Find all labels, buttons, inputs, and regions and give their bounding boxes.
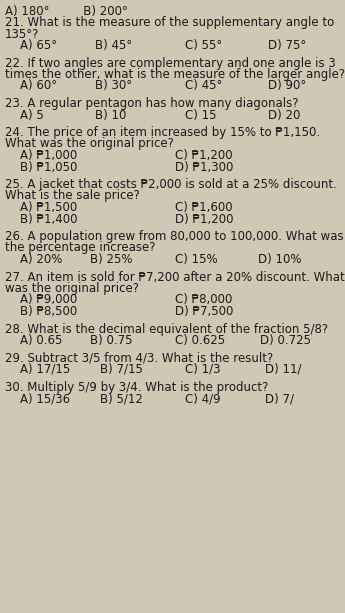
Text: D) ₱1,200: D) ₱1,200	[175, 213, 234, 226]
Text: A) 5: A) 5	[20, 109, 44, 121]
Text: 26. A population grew from 80,000 to 100,000. What was: 26. A population grew from 80,000 to 100…	[5, 230, 344, 243]
Text: B) 0.75: B) 0.75	[90, 334, 132, 347]
Text: What was the original price?: What was the original price?	[5, 137, 174, 151]
Text: D) 75°: D) 75°	[268, 39, 306, 52]
Text: A) ₱1,000: A) ₱1,000	[20, 149, 77, 162]
Text: 27. An item is sold for ₱7,200 after a 20% discount. What: 27. An item is sold for ₱7,200 after a 2…	[5, 270, 345, 283]
Text: B) 30°: B) 30°	[95, 80, 132, 93]
Text: C) 1/3: C) 1/3	[185, 363, 220, 376]
Text: B) ₱1,400: B) ₱1,400	[20, 213, 78, 226]
Text: D) 90°: D) 90°	[268, 80, 306, 93]
Text: D) ₱1,300: D) ₱1,300	[175, 161, 233, 173]
Text: 24. The price of an item increased by 15% to ₱1,150.: 24. The price of an item increased by 15…	[5, 126, 320, 139]
Text: C) ₱1,200: C) ₱1,200	[175, 149, 233, 162]
Text: 22. If two angles are complementary and one angle is 3: 22. If two angles are complementary and …	[5, 56, 336, 69]
Text: D) 0.725: D) 0.725	[260, 334, 311, 347]
Text: C) 55°: C) 55°	[185, 39, 222, 52]
Text: A) 180°         B) 200°: A) 180° B) 200°	[5, 5, 128, 18]
Text: B) 25%: B) 25%	[90, 253, 132, 266]
Text: A) 65°: A) 65°	[20, 39, 57, 52]
Text: A) 60°: A) 60°	[20, 80, 57, 93]
Text: B) 45°: B) 45°	[95, 39, 132, 52]
Text: B) ₱8,500: B) ₱8,500	[20, 305, 77, 318]
Text: D) 20: D) 20	[268, 109, 300, 121]
Text: C) 45°: C) 45°	[185, 80, 223, 93]
Text: A) ₱9,000: A) ₱9,000	[20, 294, 77, 306]
Text: C) ₱8,000: C) ₱8,000	[175, 294, 233, 306]
Text: D) 7/: D) 7/	[265, 392, 294, 405]
Text: 135°?: 135°?	[5, 28, 39, 40]
Text: C) 4/9: C) 4/9	[185, 392, 220, 405]
Text: A) ₱1,500: A) ₱1,500	[20, 201, 77, 214]
Text: A) 15/36: A) 15/36	[20, 392, 70, 405]
Text: the percentage increase?: the percentage increase?	[5, 242, 156, 254]
Text: B) ₱1,050: B) ₱1,050	[20, 161, 77, 173]
Text: 28. What is the decimal equivalent of the fraction 5/8?: 28. What is the decimal equivalent of th…	[5, 322, 328, 335]
Text: was the original price?: was the original price?	[5, 282, 139, 295]
Text: B) 7/15: B) 7/15	[100, 363, 143, 376]
Text: C) 0.625: C) 0.625	[175, 334, 225, 347]
Text: A) 0.65: A) 0.65	[20, 334, 62, 347]
Text: D) 10%: D) 10%	[258, 253, 302, 266]
Text: 21. What is the measure of the supplementary angle to: 21. What is the measure of the supplemen…	[5, 16, 334, 29]
Text: A) 20%: A) 20%	[20, 253, 62, 266]
Text: D) 11/: D) 11/	[265, 363, 302, 376]
Text: 23. A regular pentagon has how many diagonals?: 23. A regular pentagon has how many diag…	[5, 97, 298, 110]
Text: times the other, what is the measure of the larger angle?: times the other, what is the measure of …	[5, 68, 345, 81]
Text: 30. Multiply 5/9 by 3/4. What is the product?: 30. Multiply 5/9 by 3/4. What is the pro…	[5, 381, 268, 394]
Text: A) 17/15: A) 17/15	[20, 363, 70, 376]
Text: B) 10: B) 10	[95, 109, 126, 121]
Text: 29. Subtract 3/5 from 4/3. What is the result?: 29. Subtract 3/5 from 4/3. What is the r…	[5, 351, 273, 365]
Text: What is the sale price?: What is the sale price?	[5, 189, 140, 202]
Text: B) 5/12: B) 5/12	[100, 392, 143, 405]
Text: C) ₱1,600: C) ₱1,600	[175, 201, 233, 214]
Text: 25. A jacket that costs ₱2,000 is sold at a 25% discount.: 25. A jacket that costs ₱2,000 is sold a…	[5, 178, 337, 191]
Text: C) 15: C) 15	[185, 109, 217, 121]
Text: C) 15%: C) 15%	[175, 253, 218, 266]
Text: D) ₱7,500: D) ₱7,500	[175, 305, 233, 318]
